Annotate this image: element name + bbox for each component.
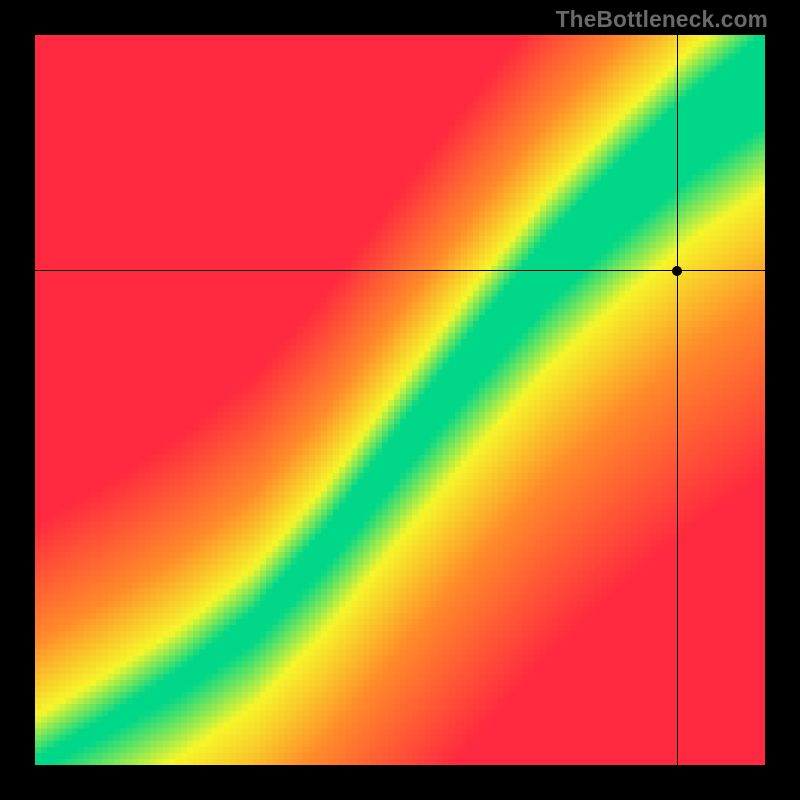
heatmap-plot <box>35 35 765 765</box>
heatmap-canvas <box>35 35 765 765</box>
chart-frame: TheBottleneck.com <box>0 0 800 800</box>
watermark-text: TheBottleneck.com <box>556 6 768 33</box>
